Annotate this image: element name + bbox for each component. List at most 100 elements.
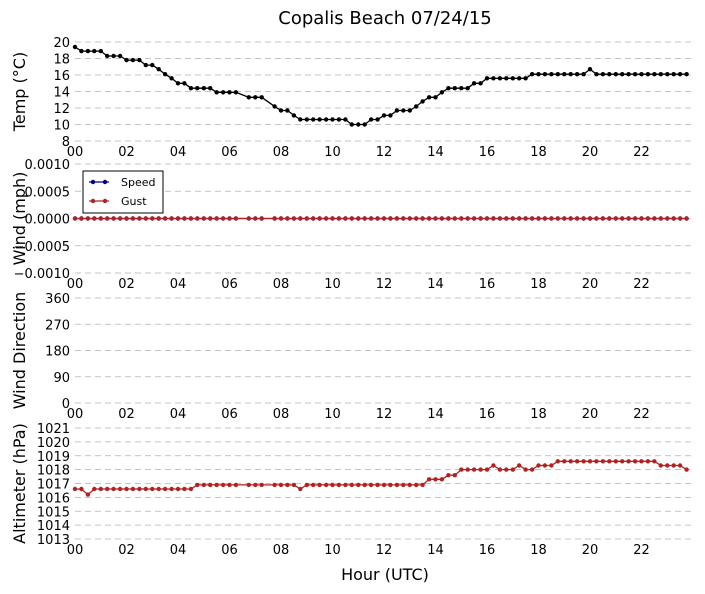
data-point: [111, 216, 116, 221]
panel-2: −0.0010 −0.0005 0.0000 0.0005 0.0010 00 02 04 06…: [10, 158, 693, 292]
data-point: [253, 95, 258, 100]
data-point: [478, 81, 483, 86]
data-point: [362, 482, 367, 488]
x-tick-label: 16: [479, 145, 496, 160]
x-tick-label: 10: [324, 277, 341, 292]
data-point: [594, 216, 599, 221]
data-point: [227, 216, 232, 221]
data-point: [381, 113, 387, 118]
data-point: [330, 117, 335, 122]
data-point: [446, 216, 451, 221]
data-point: [639, 216, 644, 221]
y-tick-label: 1021: [37, 422, 70, 437]
data-point: [600, 459, 606, 464]
data-point: [233, 216, 239, 221]
data-point: [214, 90, 219, 95]
data-point: [349, 122, 354, 127]
data-point: [536, 72, 541, 77]
data-point: [175, 486, 181, 492]
x-tick-label: 02: [118, 277, 135, 292]
data-point: [677, 216, 683, 221]
data-point: [336, 117, 342, 122]
data-point: [581, 216, 586, 221]
data-point: [478, 467, 483, 472]
y-tick-label: 16: [53, 69, 70, 84]
data-point: [175, 81, 181, 86]
data-point: [574, 72, 580, 77]
data-point: [607, 216, 612, 221]
x-tick-label: 20: [582, 407, 599, 422]
data-point: [253, 216, 258, 221]
data-point: [510, 467, 515, 472]
data-point: [401, 108, 406, 113]
data-point: [162, 486, 168, 492]
data-point: [208, 216, 213, 221]
data-point: [484, 216, 490, 221]
data-point: [323, 117, 329, 122]
data-point: [459, 467, 464, 472]
data-point: [414, 482, 419, 488]
data-point: [317, 216, 322, 221]
y-axis-label: Temp (°C): [10, 52, 29, 132]
data-point: [407, 216, 412, 221]
x-tick-label: 12: [376, 145, 393, 160]
y-tick-label: −0.0010: [14, 267, 70, 282]
data-point: [298, 117, 303, 122]
data-point: [208, 86, 213, 91]
data-point: [169, 486, 174, 492]
data-point: [220, 90, 226, 95]
data-point: [291, 482, 297, 488]
data-point: [98, 48, 104, 54]
data-point: [574, 216, 580, 221]
data-point: [105, 53, 110, 59]
data-point: [169, 76, 174, 81]
data-point: [201, 216, 206, 221]
x-tick-label: 04: [170, 407, 187, 422]
data-point: [259, 216, 264, 221]
data-point: [182, 486, 187, 492]
data-point: [574, 459, 580, 464]
data-point: [594, 72, 599, 77]
data-point: [394, 216, 400, 221]
series-line: [74, 46, 687, 126]
data-point: [362, 216, 367, 221]
data-point: [137, 216, 142, 221]
data-point: [79, 216, 84, 221]
x-tick-label: 08: [273, 277, 290, 292]
data-point: [600, 72, 606, 77]
x-tick-label: 02: [118, 407, 135, 422]
data-point: [484, 467, 490, 472]
data-point: [394, 482, 400, 488]
x-tick-label: 12: [376, 543, 393, 558]
data-point: [304, 216, 309, 221]
data-point: [497, 467, 503, 472]
data-point: [652, 72, 657, 77]
data-point: [246, 216, 251, 221]
data-point: [542, 216, 548, 221]
data-point: [388, 216, 393, 221]
legend-box: [82, 170, 164, 214]
y-tick-label: 1014: [37, 519, 70, 534]
y-axis-label: Altimeter (hPa): [10, 423, 29, 544]
data-point: [401, 216, 406, 221]
data-point: [658, 463, 663, 468]
data-point: [465, 467, 470, 472]
x-tick-label: 12: [376, 277, 393, 292]
x-tick-label: 08: [273, 543, 290, 558]
x-tick-label: 20: [582, 543, 599, 558]
data-point: [220, 216, 226, 221]
data-point: [201, 86, 206, 91]
data-point: [336, 216, 342, 221]
y-tick-label: 270: [45, 318, 70, 333]
x-tick-label: 08: [273, 145, 290, 160]
data-point: [632, 72, 638, 77]
data-point: [278, 216, 284, 221]
data-point: [426, 477, 432, 482]
data-point: [150, 62, 155, 68]
data-point: [124, 216, 129, 221]
data-point: [188, 86, 194, 91]
data-point: [285, 482, 290, 488]
data-point: [452, 86, 457, 91]
data-point: [439, 477, 445, 482]
data-point: [523, 216, 528, 221]
